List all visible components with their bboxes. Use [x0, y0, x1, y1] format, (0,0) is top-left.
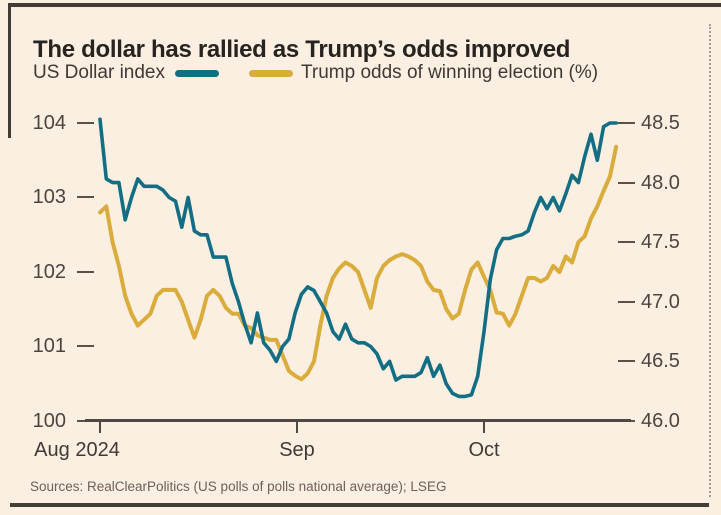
tick-mark	[618, 122, 635, 124]
x-tick-label-oct: Oct	[468, 439, 500, 461]
tick-mark	[618, 360, 635, 362]
tick-mark	[618, 241, 635, 243]
y-left-tick-label: 101	[32, 335, 66, 357]
x-tick-label-sep: Sep	[279, 439, 315, 461]
tick-mark	[77, 271, 94, 273]
chart-legend: US Dollar index Trump odds of winning el…	[33, 61, 598, 85]
legend-label-usd: US Dollar index	[33, 62, 165, 83]
top-border-rule	[8, 3, 721, 7]
bottom-border-rule	[10, 503, 709, 507]
tick-mark	[296, 421, 298, 433]
tick-mark	[483, 421, 485, 433]
tick-mark	[77, 345, 94, 347]
tick-mark	[99, 421, 101, 433]
tick-mark	[77, 196, 94, 198]
x-tick-label-aug: Aug 2024	[34, 439, 120, 461]
y-left-tick-label: 100	[32, 410, 66, 432]
tick-mark	[77, 122, 94, 124]
series-lines	[98, 117, 619, 399]
y-left-tick-label: 104	[32, 112, 66, 134]
y-right-tick-label: 46.5	[641, 350, 680, 372]
y-left-tick-label: 102	[32, 261, 66, 283]
y-right-tick-label: 48.0	[641, 172, 680, 194]
y-right-tick-label: 47.0	[641, 291, 680, 313]
series-line-odds	[98, 144, 619, 382]
y-left-tick-label: 103	[32, 186, 66, 208]
page-divider-dotted	[709, 24, 711, 497]
y-right-tick-label: 47.5	[641, 231, 680, 253]
left-corner-bracket	[8, 3, 11, 138]
legend-label-odds: Trump odds of winning election (%)	[301, 62, 599, 83]
series-line-usd	[98, 117, 619, 399]
chart-title: The dollar has rallied as Trump’s odds i…	[33, 36, 571, 64]
legend-swatch-odds	[249, 69, 293, 77]
tick-mark	[618, 301, 635, 303]
x-axis-line	[85, 419, 631, 422]
y-right-tick-label: 46.0	[641, 410, 680, 432]
source-note: Sources: RealClearPolitics (US polls of …	[30, 479, 447, 494]
tick-mark	[618, 182, 635, 184]
legend-swatch-usd	[175, 69, 219, 77]
y-right-tick-label: 48.5	[641, 112, 680, 134]
